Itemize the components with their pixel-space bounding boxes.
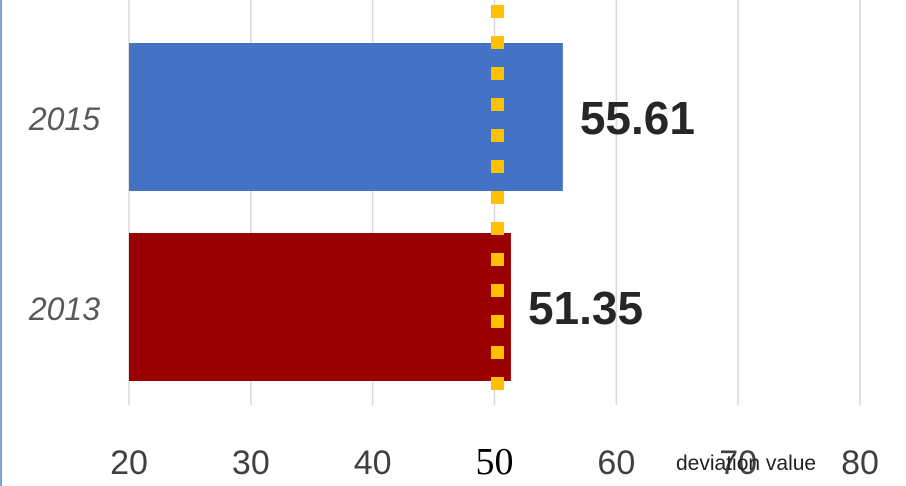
x-tick-label-40: 40 bbox=[354, 444, 392, 482]
labels: 20 30 40 50 60 70 80 2015 55.61 2013 51.35 bbox=[28, 92, 879, 483]
bars bbox=[129, 43, 563, 381]
x-tick-label-80: 80 bbox=[841, 444, 879, 482]
x-tick-label-60: 60 bbox=[597, 444, 635, 482]
category-label-2013: 2013 bbox=[28, 291, 100, 327]
left-border bbox=[0, 0, 2, 486]
x-tick-label-20: 20 bbox=[110, 444, 148, 482]
x-tick-label-30: 30 bbox=[232, 444, 270, 482]
x-tick-label-50: 50 bbox=[476, 441, 514, 483]
x-tick-label-70: 70 bbox=[719, 444, 757, 482]
x-axis-unit-label: deviation value bbox=[676, 452, 817, 475]
value-label-2013: 51.35 bbox=[528, 282, 643, 334]
bar-2015 bbox=[129, 43, 563, 191]
value-label-2015: 55.61 bbox=[580, 92, 695, 144]
bar-2013 bbox=[129, 233, 511, 381]
category-label-2015: 2015 bbox=[28, 101, 100, 137]
